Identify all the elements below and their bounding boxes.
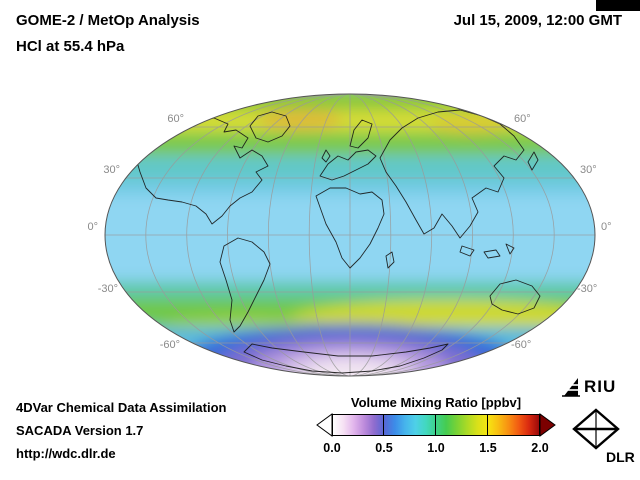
map-boundary (104, 93, 596, 377)
colorbar-arrow-low-shape (316, 413, 333, 437)
page-title: GOME-2 / MetOp Analysis (16, 12, 200, 29)
footer-assimilation: 4DVar Chemical Data Assimilation (16, 400, 227, 415)
lat-label-60n-left: 60° (167, 113, 184, 125)
graticule (105, 94, 595, 376)
colorbar-arrow-high-shape (539, 413, 556, 437)
footer-version: SACADA Version 1.7 (16, 423, 144, 438)
colorbar-arrow-low (316, 413, 333, 437)
colorbar-label-05: 0.5 (375, 441, 393, 455)
lat-label-0-left: 0° (87, 221, 98, 233)
colorbar-tick-15 (487, 414, 488, 436)
lat-label-30s-right: -30° (577, 283, 598, 295)
colorbar (332, 414, 540, 436)
colorbar-tick-10 (435, 414, 436, 436)
lat-label-30n-right: 30° (580, 164, 597, 176)
lat-label-30s-left: -30° (97, 283, 118, 295)
lat-label-60s-right: -60° (511, 339, 532, 351)
colorbar-label-00: 0.0 (323, 441, 341, 455)
colorbar-arrow-high (539, 413, 556, 437)
colorbar-title: Volume Mixing Ratio [ppbv] (350, 395, 522, 410)
riu-logo: RIU (562, 377, 616, 397)
riu-wave-icon (562, 378, 580, 397)
lat-label-60n-right: 60° (514, 113, 531, 125)
coastlines (134, 109, 561, 374)
page-subtitle: HCl at 55.4 hPa (16, 38, 125, 55)
riu-logo-text: RIU (584, 377, 617, 396)
dlr-logo-text: DLR (606, 449, 635, 465)
lat-label-30n-left: 30° (103, 164, 120, 176)
colorbar-label-10: 1.0 (427, 441, 445, 455)
colorbar-label-15: 1.5 (479, 441, 497, 455)
black-corner-mark (596, 0, 640, 11)
colorbar-tick-05 (383, 414, 384, 436)
colorbar-label-20: 2.0 (531, 441, 549, 455)
lat-label-0-right: 0° (601, 221, 612, 233)
dlr-logo-icon (572, 408, 620, 450)
footer-url: http://wdc.dlr.de (16, 446, 116, 461)
lat-label-60s-left: -60° (159, 339, 180, 351)
datetime-label: Jul 15, 2009, 12:00 GMT (453, 12, 622, 29)
